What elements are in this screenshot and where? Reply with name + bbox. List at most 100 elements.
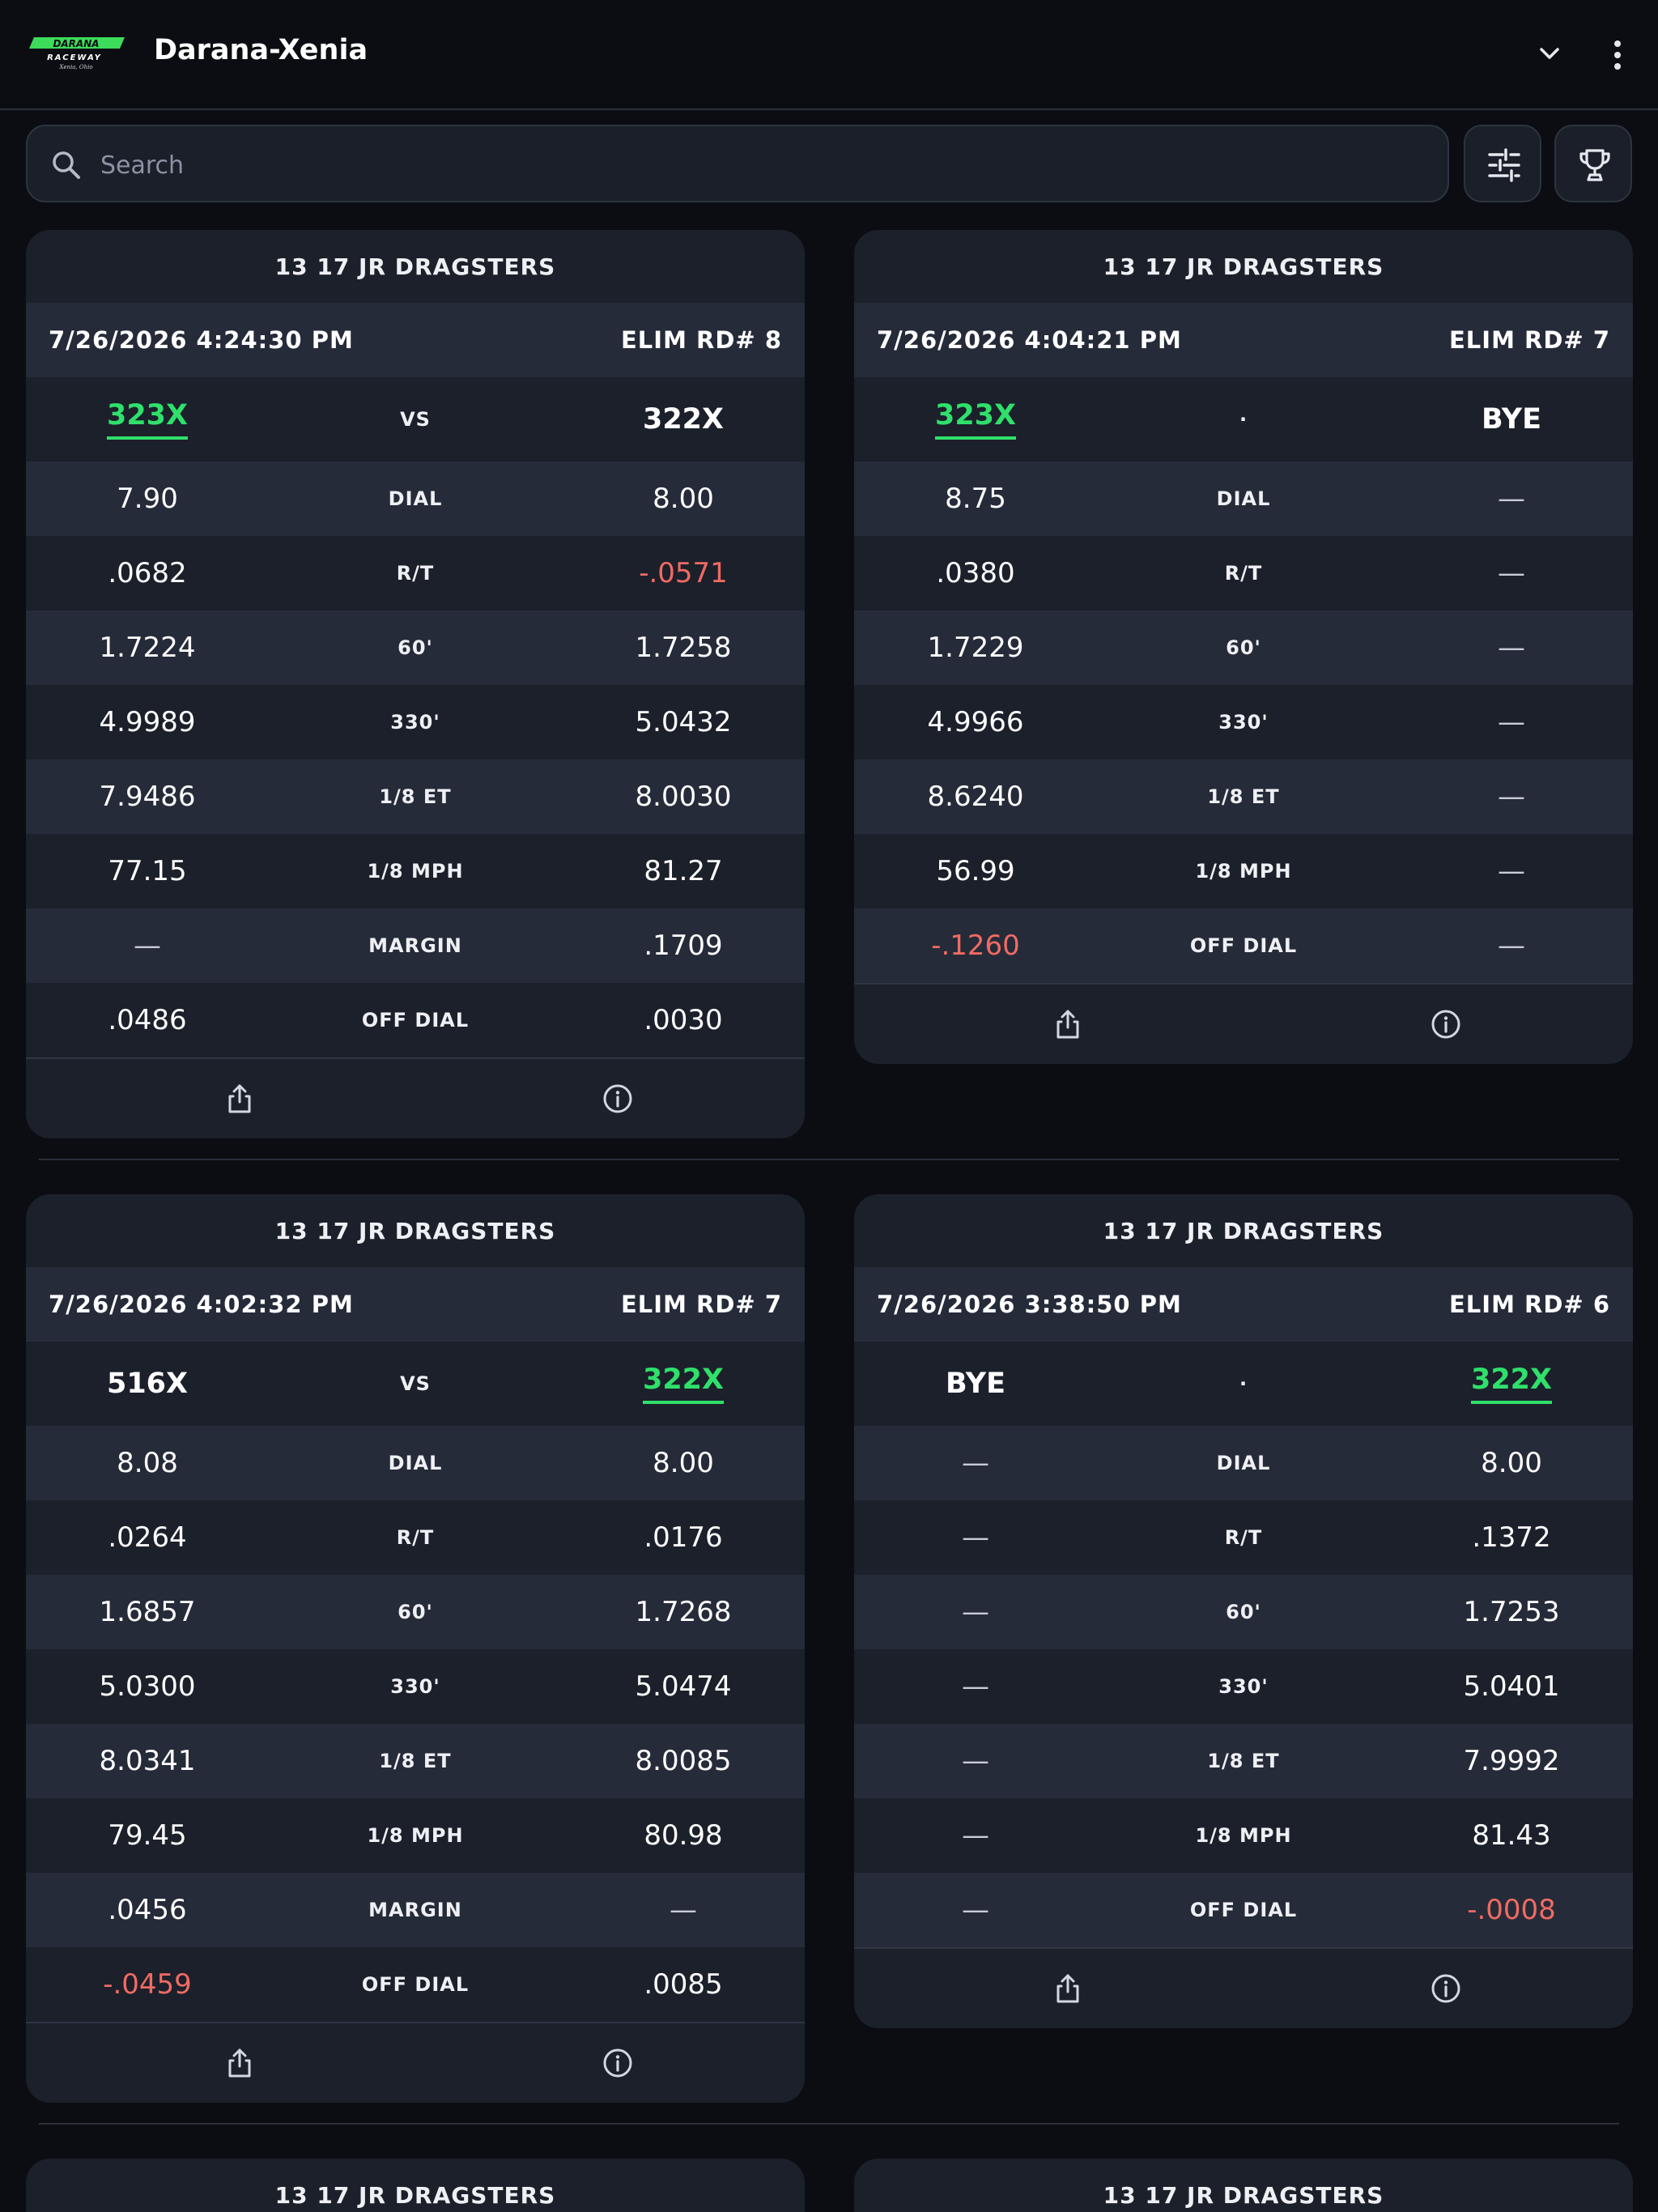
right-value: .0085 [644, 1968, 723, 2001]
filter-button[interactable] [1464, 125, 1541, 202]
share-button[interactable] [854, 984, 1244, 1064]
stat-row: 7.90 DIAL 8.00 [26, 462, 805, 536]
left-value: .0682 [108, 557, 187, 589]
round-label: ELIM RD# 8 [620, 326, 782, 354]
stat-row: 8.08 DIAL 8.00 [26, 1426, 805, 1500]
class-name: 13 17 JR DRAGSTERS [1103, 2181, 1384, 2209]
left-lane-winner[interactable]: 323X [934, 399, 1017, 440]
lane-row: 323X VS 322X [26, 377, 805, 462]
round-label: ELIM RD# 7 [1448, 326, 1610, 354]
right-value: — [1498, 706, 1525, 738]
trophy-icon [1579, 149, 1610, 181]
left-value: 4.9966 [927, 706, 1024, 738]
lane-row: BYE · 322X [854, 1342, 1633, 1426]
section-divider [39, 1159, 1619, 1160]
race-timestamp: 7/26/2026 3:38:50 PM [877, 1291, 1182, 1318]
stat-label: DIAL [388, 1452, 443, 1474]
more-vert-icon[interactable] [1601, 36, 1634, 74]
stat-label: 1/8 MPH [367, 1824, 464, 1847]
stat-row: — R/T .1372 [854, 1500, 1633, 1575]
search-bar[interactable] [26, 125, 1449, 202]
right-value: — [1498, 557, 1525, 589]
svg-text:RACEWAY: RACEWAY [47, 53, 102, 62]
right-value: 81.43 [1472, 1819, 1551, 1852]
stat-row: 79.45 1/8 MPH 80.98 [26, 1798, 805, 1873]
race-timestamp: 7/26/2026 4:02:32 PM [49, 1291, 354, 1318]
stat-label: 60' [397, 636, 433, 659]
stat-row: 1.7229 60' — [854, 610, 1633, 685]
card-meta: 7/26/2026 4:24:30 PM ELIM RD# 8 [26, 303, 805, 377]
race-card: 13 17 JR DRAGSTERS 7/26/2026 4:04:21 PM … [854, 230, 1633, 1064]
race-timestamp: 7/26/2026 4:24:30 PM [49, 326, 354, 354]
card-meta: 7/26/2026 4:04:21 PM ELIM RD# 7 [854, 303, 1633, 377]
left-lane-winner[interactable]: 323X [106, 399, 189, 440]
versus-label: VS [400, 1372, 431, 1395]
right-lane-winner[interactable]: 322X [642, 1363, 725, 1404]
right-lane[interactable]: BYE [1481, 403, 1542, 436]
left-value: — [962, 1521, 989, 1554]
share-button[interactable] [854, 1948, 1244, 2028]
share-button[interactable] [26, 1058, 415, 1138]
right-value: 1.7253 [1463, 1596, 1560, 1628]
right-value: .0030 [644, 1004, 723, 1036]
lane-row: 323X · BYE [854, 377, 1633, 462]
left-value: .0456 [108, 1894, 187, 1926]
left-value: 77.15 [108, 855, 187, 887]
stat-label: R/T [396, 1526, 435, 1549]
race-card: 13 17 JR DRAGSTERS 7/26/2026 4:02:32 PM … [26, 1194, 805, 2103]
left-lane[interactable]: 516X [106, 1368, 189, 1400]
trophy-button[interactable] [1554, 125, 1632, 202]
stat-row: — 1/8 ET 7.9992 [854, 1724, 1633, 1798]
stat-label: 1/8 ET [1207, 1750, 1280, 1772]
search-input[interactable] [100, 143, 1428, 188]
info-button[interactable] [1244, 1948, 1633, 2028]
right-value: -.0008 [1467, 1894, 1556, 1926]
left-value: — [962, 1447, 989, 1479]
left-value: 4.9989 [99, 706, 196, 738]
left-value: 8.6240 [927, 781, 1024, 813]
stat-label: 1/8 ET [379, 785, 452, 808]
stat-row: 5.0300 330' 5.0474 [26, 1649, 805, 1724]
card-footer [26, 2022, 805, 2103]
stat-row: 1.7224 60' 1.7258 [26, 610, 805, 685]
chevron-down-icon[interactable] [1532, 36, 1567, 71]
left-lane[interactable]: BYE [945, 1368, 1006, 1400]
stat-row: .0380 R/T — [854, 536, 1633, 610]
right-value: — [1498, 632, 1525, 664]
right-lane-winner[interactable]: 322X [1470, 1363, 1553, 1404]
right-value: 80.98 [644, 1819, 723, 1852]
race-card: 13 17 JR DRAGSTERS 7/26/2026 4:24:30 PM … [26, 230, 805, 1138]
versus-label: · [1239, 1372, 1248, 1395]
stat-row: — 330' 5.0401 [854, 1649, 1633, 1724]
info-button[interactable] [415, 1058, 805, 1138]
right-value: 8.00 [653, 483, 714, 515]
left-value: -.0459 [103, 1968, 192, 2001]
info-button[interactable] [1244, 984, 1633, 1064]
left-value: 1.7229 [927, 632, 1024, 664]
info-icon [1431, 1974, 1460, 2003]
stat-row: 8.0341 1/8 ET 8.0085 [26, 1724, 805, 1798]
race-card: 13 17 JR DRAGSTERS [26, 2159, 805, 2212]
stat-label: 330' [1218, 711, 1269, 734]
stat-label: 1/8 MPH [1195, 1824, 1292, 1847]
stat-row: .0682 R/T -.0571 [26, 536, 805, 610]
share-button[interactable] [26, 2023, 415, 2103]
stat-label: 1/8 ET [379, 1750, 452, 1772]
stat-row: 56.99 1/8 MPH — [854, 834, 1633, 908]
stat-row: 1.6857 60' 1.7268 [26, 1575, 805, 1649]
stat-row: — MARGIN .1709 [26, 908, 805, 983]
round-label: ELIM RD# 6 [1448, 1291, 1610, 1318]
stat-row: 4.9966 330' — [854, 685, 1633, 759]
stat-label: DIAL [1216, 1452, 1271, 1474]
left-value: 8.0341 [99, 1745, 196, 1777]
versus-label: VS [400, 408, 431, 431]
left-value: 5.0300 [99, 1670, 196, 1703]
stat-row: — 1/8 MPH 81.43 [854, 1798, 1633, 1873]
right-value: .1372 [1472, 1521, 1551, 1554]
right-value: 7.9992 [1463, 1745, 1560, 1777]
stat-label: 1/8 ET [1207, 785, 1280, 808]
class-name: 13 17 JR DRAGSTERS [274, 1217, 556, 1244]
info-button[interactable] [415, 2023, 805, 2103]
card-footer [854, 983, 1633, 1064]
right-lane[interactable]: 322X [642, 403, 725, 436]
